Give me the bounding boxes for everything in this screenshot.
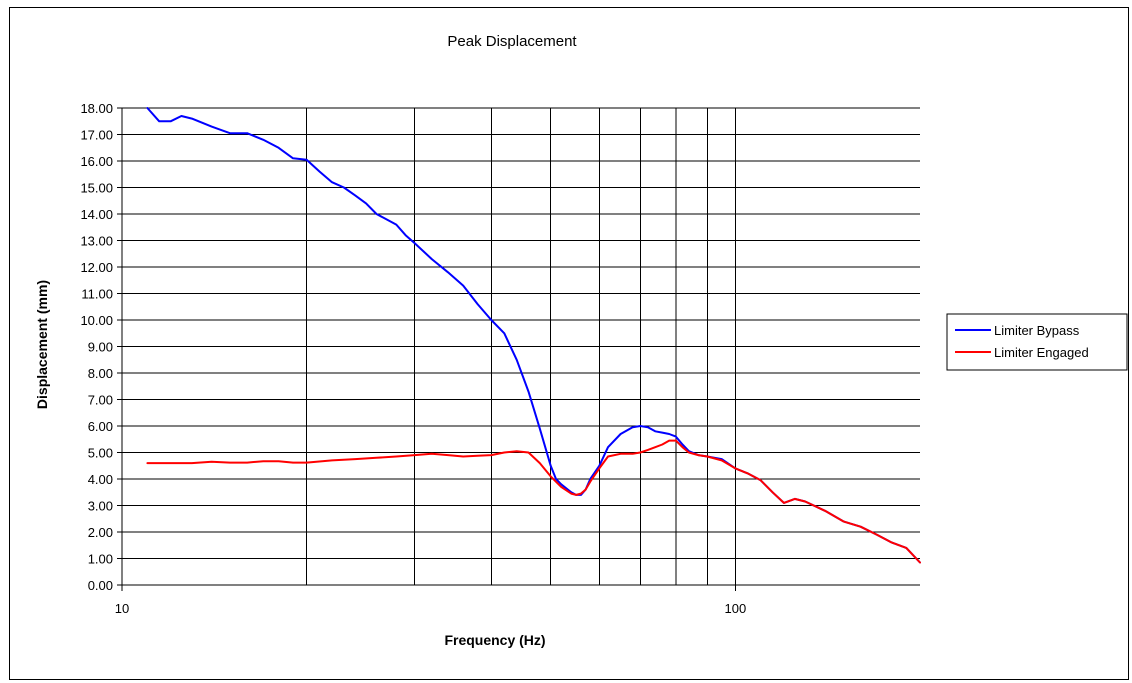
x-tick-label: 10 (115, 601, 129, 616)
y-tick-label: 2.00 (88, 525, 113, 540)
y-tick-label: 7.00 (88, 393, 113, 408)
y-tick-label: 17.00 (80, 128, 113, 143)
y-tick-label: 16.00 (80, 154, 113, 169)
y-tick-label: 9.00 (88, 340, 113, 355)
y-tick-label: 10.00 (80, 313, 113, 328)
legend-label: Limiter Engaged (994, 345, 1089, 360)
y-tick-label: 8.00 (88, 366, 113, 381)
y-tick-label: 5.00 (88, 446, 113, 461)
y-tick-label: 0.00 (88, 578, 113, 593)
y-tick-label: 13.00 (80, 234, 113, 249)
y-tick-label: 1.00 (88, 552, 113, 567)
y-tick-label: 12.00 (80, 260, 113, 275)
legend-label: Limiter Bypass (994, 323, 1080, 338)
y-tick-label: 4.00 (88, 472, 113, 487)
y-axis-title: Displacement (mm) (34, 280, 50, 409)
series-line-limiter-bypass (147, 108, 920, 563)
x-axis-title: Frequency (Hz) (444, 632, 545, 648)
y-tick-label: 18.00 (80, 101, 113, 116)
y-tick-label: 6.00 (88, 419, 113, 434)
series-line-limiter-engaged (147, 441, 920, 563)
chart-title: Peak Displacement (447, 33, 577, 50)
x-tick-label: 100 (725, 601, 747, 616)
tick-labels: 0.00 1.00 2.00 3.00 4.00 5.00 6.00 7.00 8.00 9.00… (80, 101, 746, 616)
series-lines (147, 108, 920, 563)
y-tick-label: 15.00 (80, 181, 113, 196)
y-tick-label: 11.00 (81, 287, 113, 302)
y-tick-label: 14.00 (80, 207, 113, 222)
y-tick-label: 3.00 (88, 499, 113, 514)
legend: Limiter Bypass Limiter Engaged (947, 314, 1127, 370)
gridlines (117, 108, 920, 591)
